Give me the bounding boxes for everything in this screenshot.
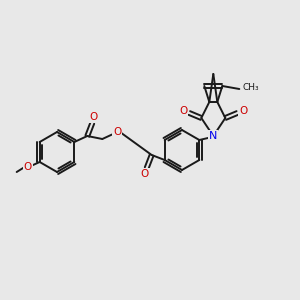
Text: O: O: [141, 169, 149, 179]
Text: O: O: [239, 106, 248, 116]
Text: O: O: [113, 127, 122, 137]
Text: O: O: [89, 112, 98, 122]
Text: CH₃: CH₃: [242, 83, 259, 92]
Text: N: N: [209, 131, 218, 141]
Text: O: O: [179, 106, 188, 116]
Text: O: O: [24, 162, 32, 172]
